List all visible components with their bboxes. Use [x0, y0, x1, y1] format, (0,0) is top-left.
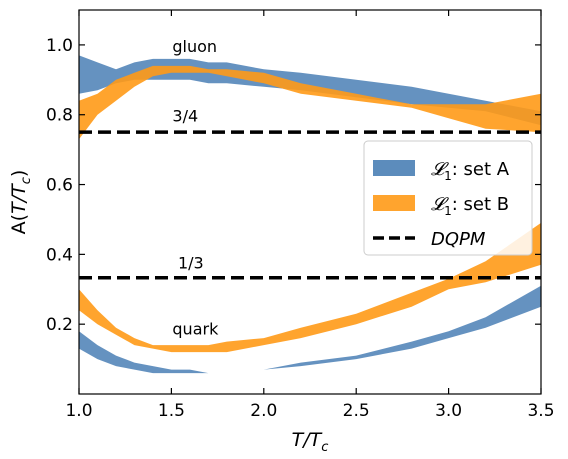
annotation-gluon: gluon: [172, 37, 217, 56]
x-tick-label: 2.5: [343, 401, 370, 421]
x-axis-label: T/Tc: [292, 429, 329, 455]
x-tick-label: 3.0: [435, 401, 462, 421]
ticks-layer: 1.0 1.5 2.0 2.5 3.0 3.5 0.2 0.4 0.6 0.8 1.0: [46, 10, 555, 421]
x-tick-label: 1.0: [65, 401, 92, 421]
y-tick-label: 0.4: [46, 245, 73, 265]
y-axis-label: A(T/Tc): [8, 170, 34, 235]
legend-swatch-1: [373, 195, 415, 211]
y-tick-label: 0.6: [46, 176, 73, 196]
annotation-quark: quark: [172, 320, 219, 339]
x-tick-label: 1.5: [158, 401, 185, 421]
legend-swatch-0: [373, 160, 415, 176]
legend: 𝓛1: set A 𝓛1: set B DQPM: [363, 140, 533, 256]
x-tick-label: 2.0: [250, 401, 277, 421]
bands-layer: [79, 55, 541, 374]
band-set-b-quark: [79, 222, 541, 353]
plot-frame: [78, 9, 542, 395]
band-set-a-quark: [79, 285, 541, 374]
lines-layer: [79, 130, 541, 280]
annotation-3-4: 3/4: [172, 107, 198, 126]
legend-label-2: DQPM: [431, 229, 486, 250]
legend-label-1: 𝓛1: set B: [431, 194, 509, 218]
annotations-layer: gluon 3/4 1/3 quark: [172, 37, 219, 339]
y-tick-label: 0.2: [46, 315, 73, 335]
annotation-1-3: 1/3: [178, 253, 204, 272]
y-tick-label: 1.0: [46, 36, 73, 56]
x-tick-label: 3.5: [527, 401, 554, 421]
y-tick-label: 0.8: [46, 106, 73, 126]
legend-label-0: 𝓛1: set A: [431, 159, 510, 183]
